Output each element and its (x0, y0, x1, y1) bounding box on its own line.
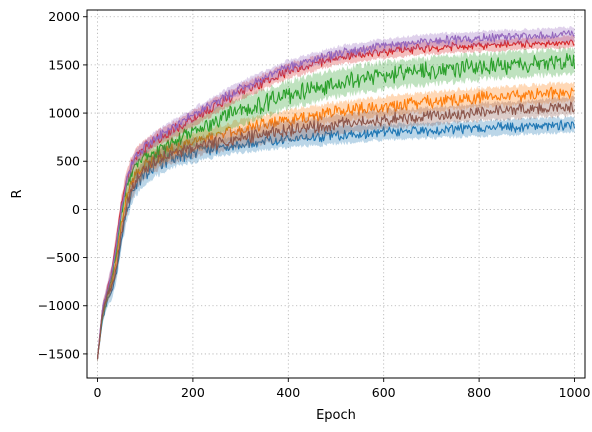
series-band (97, 46, 575, 364)
series-line (96, 30, 575, 359)
y-tick-label: 2000 (48, 9, 80, 24)
x-tick-label: 0 (94, 385, 102, 400)
series-5 (96, 26, 575, 363)
x-tick-label: 200 (181, 385, 205, 400)
y-tick-label: 1000 (48, 106, 80, 121)
x-tick-label: 800 (467, 385, 491, 400)
series-4 (96, 34, 575, 363)
y-axis-label: R (10, 189, 25, 198)
ticks: 0 200 400 600 800 1000 −1500 −1000 −500 0 500 1000 1… (38, 9, 591, 400)
x-tick-label: 1000 (559, 385, 591, 400)
series-1 (96, 115, 576, 362)
y-tick-label: 1500 (48, 57, 80, 72)
y-tick-label: −1500 (38, 346, 80, 361)
x-tick-label: 600 (372, 385, 396, 400)
axes-frame (86, 9, 586, 379)
y-tick-label: 0 (72, 202, 80, 217)
x-tick-label: 400 (276, 385, 300, 400)
series-line (96, 52, 576, 360)
series-line (96, 101, 576, 360)
series-6 (96, 95, 576, 364)
x-axis-label: Epoch (316, 408, 356, 423)
y-tick-label: −1000 (38, 298, 80, 313)
plot-area (96, 26, 576, 364)
y-tick-label: 500 (56, 154, 80, 169)
series-3 (96, 46, 576, 364)
grid (87, 10, 585, 378)
y-tick-label: −500 (46, 250, 80, 265)
series-line (96, 119, 576, 359)
series-line (96, 39, 575, 359)
